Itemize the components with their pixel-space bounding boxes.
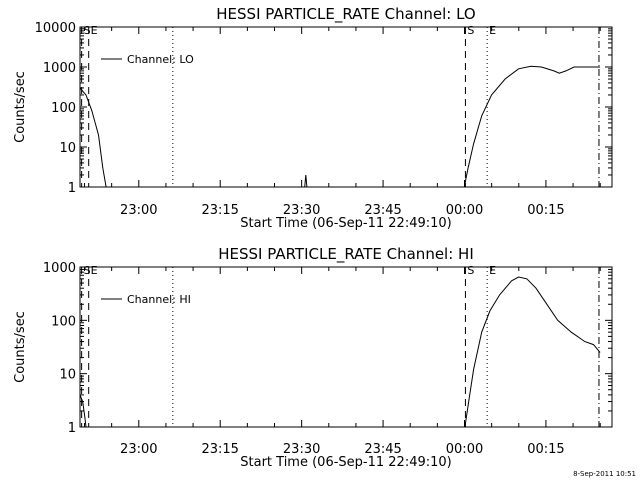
- chart-channel-lo: HESSI PARTICLE_RATE Channel: LO 1 10 100 100…: [13, 5, 613, 231]
- x-tick-label: 23:00: [120, 203, 157, 218]
- series-line-segment: [463, 65, 601, 188]
- x-tick-label: 23:00: [120, 442, 157, 457]
- x-tick-label: 00:00: [446, 203, 483, 218]
- y-tick-label: 1: [68, 421, 76, 436]
- x-tick-label: 00:15: [527, 442, 564, 457]
- y-tick-label: 100: [51, 101, 76, 116]
- legend-label: Channel: HI: [127, 293, 191, 306]
- x-axis-label: Start Time (06-Sep-11 22:49:10): [240, 455, 451, 470]
- time-marker-label: E: [91, 264, 98, 277]
- series-line-segment: [79, 394, 87, 428]
- x-tick-label: 23:30: [283, 203, 320, 218]
- y-axis-label: Counts/sec: [13, 71, 28, 143]
- footer-timestamp: 8-Sep-2011 10:51: [573, 470, 636, 478]
- y-tick-label: 10: [59, 141, 76, 156]
- series-line-segment: [464, 276, 601, 428]
- x-tick-label: 00:15: [527, 203, 564, 218]
- chart-channel-hi: HESSI PARTICLE_RATE Channel: HI 1 10 100 100…: [13, 245, 613, 470]
- x-tick-label: 23:15: [201, 442, 238, 457]
- time-marker-label: E: [489, 264, 496, 277]
- x-axis-label: Start Time (06-Sep-11 22:49:10): [240, 216, 451, 231]
- series-line-segment: [304, 174, 308, 188]
- plot-frame: [79, 26, 613, 188]
- chart-title: HESSI PARTICLE_RATE Channel: HI: [218, 245, 474, 264]
- x-tick-label: 23:45: [364, 203, 401, 218]
- y-axis-label: Counts/sec: [13, 311, 28, 383]
- chart-title: HESSI PARTICLE_RATE Channel: LO: [216, 5, 475, 24]
- plot-frame: [79, 266, 613, 428]
- y-tick-label: 100: [51, 314, 76, 329]
- y-tick-label: 10000: [35, 21, 76, 36]
- time-marker-label: S: [84, 264, 91, 277]
- x-tick-label: 23:15: [201, 203, 238, 218]
- x-tick-label: 00:00: [446, 442, 483, 457]
- y-tick-label: 1000: [43, 61, 76, 76]
- y-tick-label: 1: [68, 181, 76, 196]
- time-marker-label: E: [489, 24, 496, 37]
- legend-label: Channel: LO: [127, 53, 194, 66]
- y-tick-label: 1000: [43, 261, 76, 276]
- series-line-segment: [79, 87, 107, 188]
- y-tick-label: 10: [59, 368, 76, 383]
- x-tick-label: 23:30: [283, 442, 320, 457]
- time-marker-label: E: [91, 24, 98, 37]
- time-marker-label: S: [467, 24, 474, 37]
- x-tick-label: 23:45: [364, 442, 401, 457]
- time-marker-label: S: [84, 24, 91, 37]
- time-marker-label: S: [467, 264, 474, 277]
